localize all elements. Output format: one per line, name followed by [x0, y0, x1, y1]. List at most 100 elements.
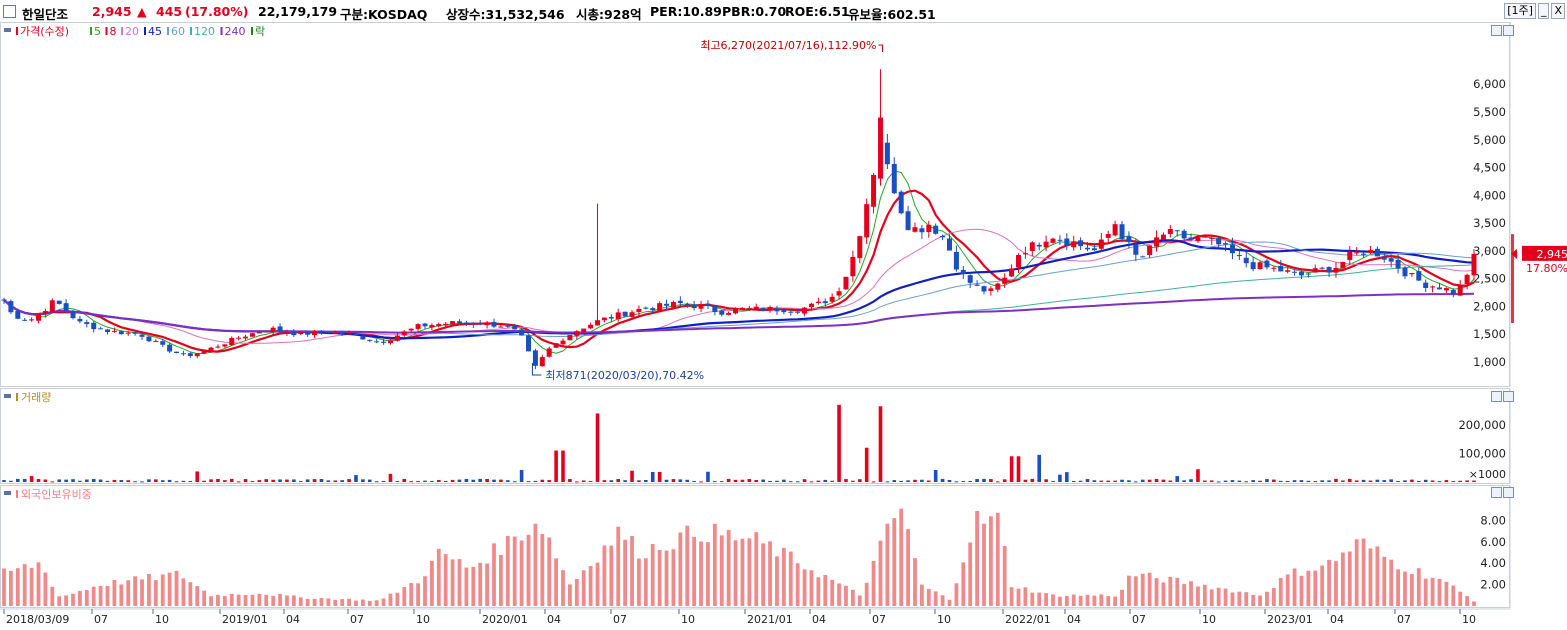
foreign-ratio-bar	[195, 586, 200, 606]
volume-bar	[782, 479, 786, 482]
foreign-ratio-bar	[423, 576, 427, 606]
x-tick-label: 2023/01	[1267, 613, 1313, 626]
candle-body	[42, 311, 48, 314]
volume-bar	[154, 479, 158, 482]
foreign-ratio-bar	[1230, 592, 1235, 606]
foreign-ratio-bar	[1472, 601, 1476, 606]
candle-body	[84, 322, 90, 325]
foreign-ratio-bar	[1092, 595, 1097, 606]
foreign-ratio-bar	[1202, 584, 1207, 606]
candle-body	[1112, 224, 1118, 236]
candle-body	[1188, 237, 1194, 240]
foreign-ratio-bar	[1037, 592, 1042, 606]
volume-bar	[264, 479, 269, 482]
foreign-ratio-bar	[1071, 594, 1076, 606]
foreign-ratio-bar	[1347, 551, 1352, 606]
volume-bar	[450, 479, 455, 482]
candle-body	[415, 324, 421, 329]
legend-item-4: 45	[148, 25, 162, 38]
foreign-ratio-bar	[1285, 574, 1290, 606]
volume-bar	[512, 481, 517, 483]
volume-bar	[595, 413, 600, 482]
price-tick-label: 2,500	[1473, 272, 1506, 286]
candle-body	[291, 331, 297, 336]
foreign-ratio-bar	[961, 562, 966, 606]
x-tick-label: 2018/03/09	[6, 613, 69, 626]
candle-body	[1229, 244, 1235, 254]
volume-bar	[1044, 479, 1048, 482]
candle-body	[912, 227, 918, 232]
volume-bar	[899, 480, 903, 482]
candle-body	[318, 330, 324, 333]
candle-body	[891, 163, 897, 194]
foreign-ratio-bar	[719, 535, 724, 606]
candle-body	[719, 310, 725, 315]
volume-bar	[1285, 480, 1290, 482]
foreign-ratio-bar	[671, 549, 676, 606]
candle-body	[1381, 257, 1387, 260]
close-button[interactable]: X	[1551, 3, 1565, 19]
volume-panel-close-button[interactable]	[1503, 391, 1514, 402]
price-panel-maximize-button[interactable]	[1491, 25, 1502, 36]
candle-body	[174, 351, 180, 354]
foreign-ratio-bar	[761, 543, 766, 606]
candle-body	[974, 284, 980, 286]
volume-bar	[1244, 481, 1249, 483]
volume-bar	[340, 480, 344, 482]
candle-body	[1098, 239, 1104, 249]
volume-bar	[1410, 479, 1414, 482]
foreign-ratio-bar	[830, 579, 835, 606]
candle-body	[229, 337, 235, 346]
candle-body	[781, 309, 787, 313]
foreign-ratio-bar	[1327, 559, 1331, 606]
volume-bar	[436, 480, 441, 482]
foreign-ratio-bar	[871, 560, 876, 606]
volume-bar	[1002, 479, 1007, 482]
volume-bar	[685, 479, 690, 482]
foreign-ratio-bar	[1113, 596, 1118, 606]
market-cap: 시총:928억	[576, 7, 642, 22]
candle-body	[139, 334, 145, 337]
x-tick-label: 04	[1330, 613, 1344, 626]
volume-bar	[968, 480, 972, 482]
foreign-ratio-bar	[457, 559, 462, 606]
foreign-ratio-bar	[1403, 571, 1407, 606]
stock-chart[interactable]: 6,000 5,500 5,000 4,500 4,000 3,500 3,000 2,500…	[0, 22, 1567, 630]
foreign-ratio-bar	[637, 558, 641, 606]
candle-body	[249, 333, 255, 337]
volume-panel-maximize-button[interactable]	[1491, 391, 1502, 402]
volume-bar	[775, 480, 779, 482]
foreign-ratio-bar	[581, 570, 586, 606]
price-panel-close-button[interactable]	[1503, 25, 1514, 36]
foreign-ratio-bar	[367, 600, 372, 606]
foreign-ratio-bar	[1016, 588, 1021, 606]
minimize-button[interactable]: _	[1537, 3, 1550, 19]
candle-body	[705, 303, 711, 306]
volume-bar	[1127, 480, 1131, 482]
foreign-ratio-bar	[174, 570, 179, 606]
period-button[interactable]: [1주]	[1504, 3, 1536, 19]
volume-bar	[1154, 478, 1159, 482]
volume-bar	[285, 479, 289, 482]
candle-body	[698, 304, 704, 309]
foreign-ratio-bar	[1120, 589, 1124, 606]
legend-marker	[251, 27, 253, 35]
foreign-panel-close-button[interactable]	[1503, 487, 1514, 498]
legend-item-7: 240	[225, 25, 246, 38]
candle-body	[601, 317, 607, 321]
volume-bar	[1009, 456, 1014, 482]
foreign-panel-maximize-button[interactable]	[1491, 487, 1502, 498]
candle-body	[629, 312, 635, 317]
foreign-ratio-bar	[84, 590, 89, 606]
candle-body	[905, 211, 911, 231]
volume-bar	[1037, 454, 1042, 482]
foreign-ratio-bar	[630, 536, 634, 606]
candle-body	[491, 321, 497, 327]
volume-bar	[236, 481, 241, 483]
select-checkbox[interactable]	[3, 5, 16, 18]
volume-bar	[381, 480, 386, 482]
candle-body	[802, 307, 808, 314]
volume-bar	[906, 480, 910, 482]
volume-bar	[719, 481, 724, 483]
foreign-ratio-bar	[878, 540, 883, 606]
